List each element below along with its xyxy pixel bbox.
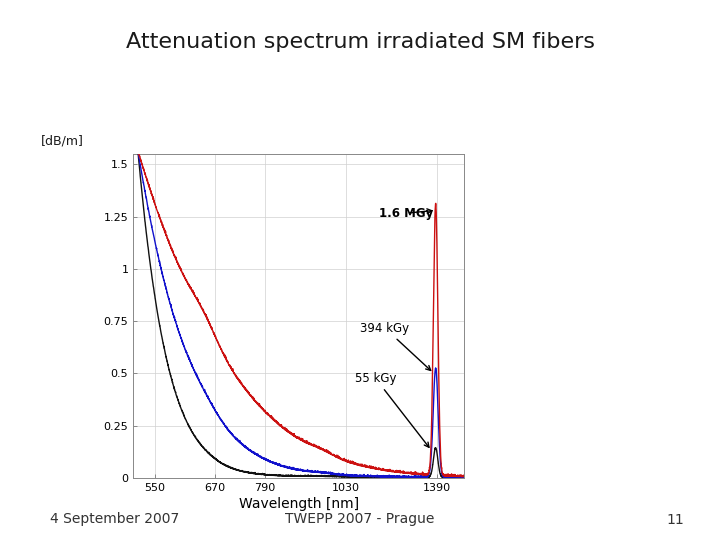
Text: 4 September 2007: 4 September 2007 <box>50 512 180 526</box>
Text: 394 kGy: 394 kGy <box>361 322 431 370</box>
Text: 11: 11 <box>666 512 684 526</box>
Text: 55 kGy: 55 kGy <box>355 372 429 447</box>
X-axis label: Wavelength [nm]: Wavelength [nm] <box>239 497 359 511</box>
Text: 1.6 MGy: 1.6 MGy <box>379 207 433 220</box>
Text: Attenuation spectrum irradiated SM fibers: Attenuation spectrum irradiated SM fiber… <box>125 32 595 52</box>
Text: TWEPP 2007 - Prague: TWEPP 2007 - Prague <box>285 512 435 526</box>
Text: [dB/m]: [dB/m] <box>40 134 84 147</box>
